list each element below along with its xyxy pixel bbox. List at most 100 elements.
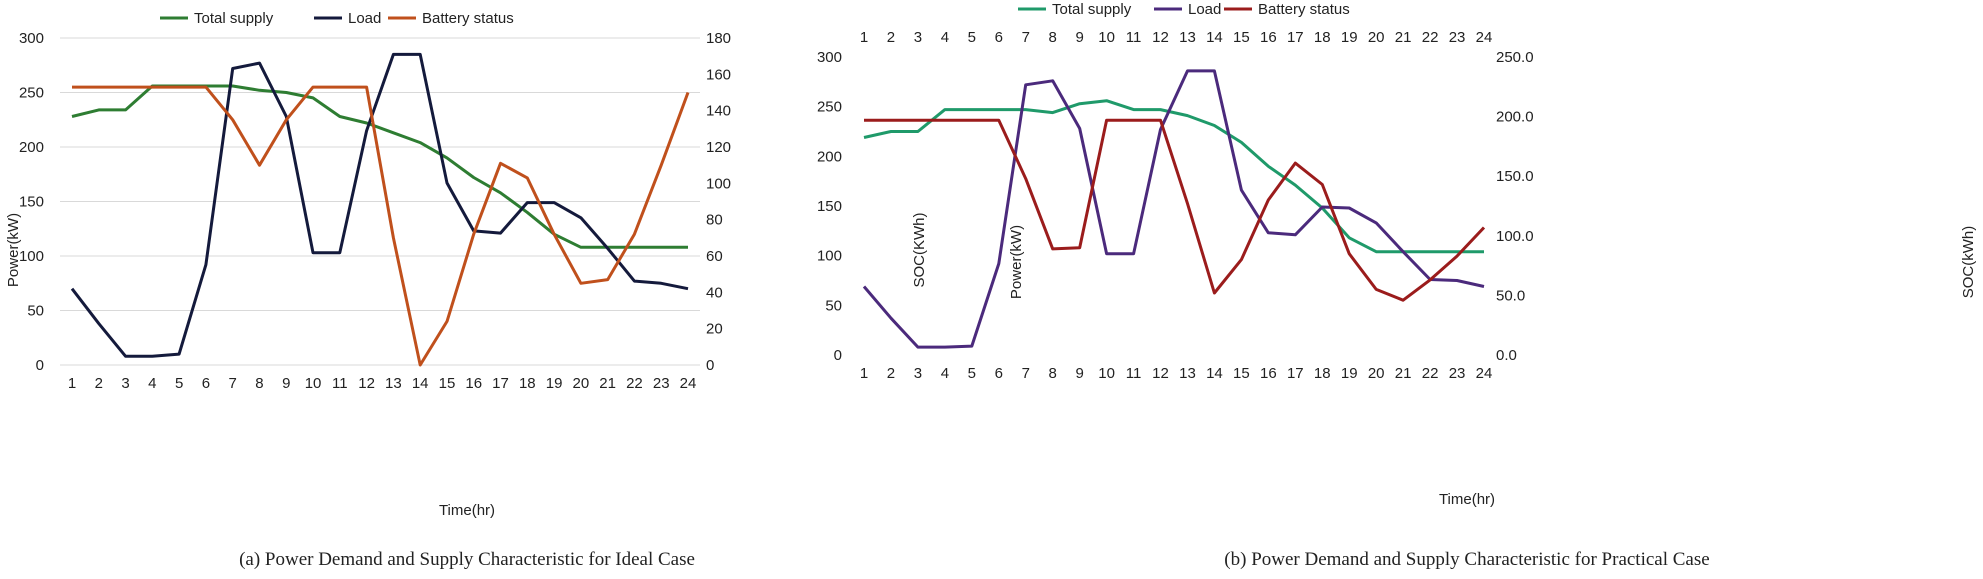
y-tick-label: 50 bbox=[825, 297, 842, 314]
y-tick-label: 250 bbox=[19, 85, 44, 102]
series-lines-b bbox=[862, 69, 1486, 349]
x-top-tick-labels-b: 1 2 3 4 5 6 7 8 9 10 11 12 13 14 15 16 17 18 19 20 21 22 23 24 bbox=[860, 29, 1493, 46]
x-tick-label: 1 bbox=[860, 365, 868, 382]
y-tick-label: 150 bbox=[817, 198, 842, 215]
y-tick-label: 300 bbox=[19, 30, 44, 47]
y2-tick-labels-a: 0 20 40 60 80 100 120 140 160 180 bbox=[706, 30, 731, 374]
y-tick-label: 300 bbox=[817, 49, 842, 66]
y2-tick-label: 100 bbox=[706, 175, 731, 192]
y2-axis-label-b: SOC(kWh) bbox=[1960, 226, 1977, 299]
x-tick-label: 19 bbox=[1341, 365, 1358, 382]
y-tick-label: 0 bbox=[36, 357, 44, 374]
x-top-tick-label: 21 bbox=[1395, 29, 1412, 46]
x-tick-labels-a: 1 2 3 4 5 6 7 8 9 10 11 12 13 14 15 16 17 18 19 20 21 22 23 24 bbox=[68, 375, 697, 392]
x-top-tick-label: 1 bbox=[860, 29, 868, 46]
chart-panel-a: Total supply Load Battery status 050100150… bbox=[5, 10, 928, 570]
x-top-tick-label: 23 bbox=[1449, 29, 1466, 46]
x-top-tick-label: 11 bbox=[1126, 29, 1142, 46]
x-top-tick-label: 7 bbox=[1022, 29, 1030, 46]
y-tick-label: 200 bbox=[817, 148, 842, 165]
y2-tick-label: 50.0 bbox=[1496, 287, 1525, 304]
x-tick-label: 18 bbox=[1314, 365, 1331, 382]
x-tick-label: 18 bbox=[519, 375, 536, 392]
x-tick-label: 21 bbox=[1395, 365, 1412, 382]
x-top-tick-label: 16 bbox=[1260, 29, 1277, 46]
legend-label: Battery status bbox=[422, 10, 514, 27]
y2-tick-label: 160 bbox=[706, 66, 731, 83]
x-tick-label: 2 bbox=[95, 375, 103, 392]
y-tick-label: 150 bbox=[19, 194, 44, 211]
legend-label: Total supply bbox=[194, 10, 274, 27]
x-tick-label: 6 bbox=[202, 375, 210, 392]
x-top-tick-label: 24 bbox=[1476, 29, 1493, 46]
y2-tick-labels-b: 0.0 50.0 100.0 150.0 200.0 250.0 bbox=[1496, 49, 1534, 364]
x-tick-label: 4 bbox=[941, 365, 949, 382]
x-top-tick-label: 10 bbox=[1098, 29, 1115, 46]
x-top-tick-label: 17 bbox=[1287, 29, 1304, 46]
x-tick-label: 16 bbox=[465, 375, 482, 392]
y-tick-label: 200 bbox=[19, 139, 44, 156]
x-tick-label: 13 bbox=[385, 375, 402, 392]
y2-axis-label-a: SOC(KWh) bbox=[911, 212, 928, 287]
y2-tick-label: 0 bbox=[706, 357, 714, 374]
y-tick-label: 250 bbox=[817, 99, 842, 116]
x-tick-label: 11 bbox=[332, 375, 348, 392]
series-line-load bbox=[862, 69, 1485, 349]
x-top-tick-label: 4 bbox=[941, 29, 949, 46]
x-tick-label: 24 bbox=[1476, 365, 1493, 382]
x-top-tick-label: 20 bbox=[1368, 29, 1385, 46]
x-tick-label: 7 bbox=[229, 375, 237, 392]
y2-tick-label: 200.0 bbox=[1496, 109, 1534, 126]
y2-tick-label: 60 bbox=[706, 248, 723, 265]
x-top-tick-label: 9 bbox=[1075, 29, 1083, 46]
x-tick-label: 12 bbox=[358, 375, 375, 392]
y2-tick-label: 80 bbox=[706, 212, 723, 229]
legend-b: Total supply Load Battery status bbox=[1018, 1, 1350, 18]
x-tick-label: 9 bbox=[1075, 365, 1083, 382]
x-tick-label: 21 bbox=[599, 375, 616, 392]
x-tick-label: 11 bbox=[1126, 365, 1142, 382]
x-tick-label: 4 bbox=[148, 375, 156, 392]
y2-tick-label: 100.0 bbox=[1496, 228, 1534, 245]
caption-b: (b) Power Demand and Supply Characterist… bbox=[1224, 549, 1709, 570]
x-top-tick-label: 12 bbox=[1152, 29, 1169, 46]
series-line-battery-status bbox=[864, 118, 1486, 302]
y-tick-label: 100 bbox=[19, 248, 44, 265]
x-tick-label: 19 bbox=[546, 375, 563, 392]
x-tick-label: 20 bbox=[1368, 365, 1385, 382]
x-tick-label: 23 bbox=[653, 375, 670, 392]
y-axis-label-b: Power(kW) bbox=[1008, 225, 1025, 299]
x-tick-label: 10 bbox=[305, 375, 322, 392]
x-top-tick-label: 8 bbox=[1049, 29, 1057, 46]
y-tick-label: 100 bbox=[817, 248, 842, 265]
x-tick-label: 6 bbox=[995, 365, 1003, 382]
y-axis-label-a: Power(kW) bbox=[5, 213, 22, 287]
x-tick-label: 17 bbox=[1287, 365, 1304, 382]
series-line-total-supply bbox=[863, 99, 1484, 254]
y2-tick-label: 250.0 bbox=[1496, 49, 1534, 66]
legend-label: Battery status bbox=[1258, 1, 1350, 18]
x-tick-label: 3 bbox=[121, 375, 129, 392]
x-tick-label: 5 bbox=[175, 375, 183, 392]
x-tick-label: 1 bbox=[68, 375, 76, 392]
y-tick-label: 50 bbox=[27, 303, 44, 320]
x-top-tick-label: 2 bbox=[887, 29, 895, 46]
y2-tick-label: 150.0 bbox=[1496, 168, 1534, 185]
x-top-tick-label: 14 bbox=[1206, 29, 1223, 46]
x-tick-label: 24 bbox=[680, 375, 697, 392]
x-tick-labels-b: 1 2 3 4 5 6 7 8 9 10 11 12 13 14 15 16 17 18 19 20 21 22 23 24 bbox=[860, 365, 1493, 382]
x-tick-label: 9 bbox=[282, 375, 290, 392]
x-tick-label: 12 bbox=[1152, 365, 1169, 382]
x-top-tick-label: 5 bbox=[968, 29, 976, 46]
x-top-tick-label: 22 bbox=[1422, 29, 1439, 46]
y2-tick-label: 20 bbox=[706, 321, 723, 338]
x-tick-label: 15 bbox=[439, 375, 456, 392]
x-axis-label-b: Time(hr) bbox=[1439, 491, 1495, 508]
x-tick-label: 22 bbox=[1422, 365, 1439, 382]
y-tick-labels-a: 0 50 100 150 200 250 300 bbox=[19, 30, 44, 374]
x-top-tick-label: 6 bbox=[995, 29, 1003, 46]
series-line-load bbox=[70, 52, 689, 358]
x-top-tick-label: 19 bbox=[1341, 29, 1358, 46]
